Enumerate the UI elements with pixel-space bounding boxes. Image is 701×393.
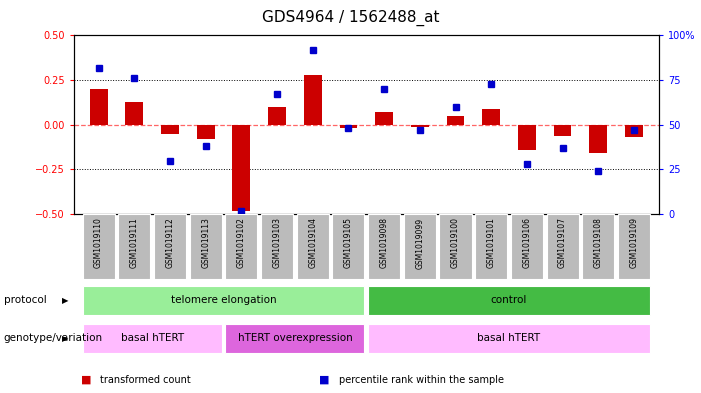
Bar: [304, 75, 322, 125]
Text: GSM1019103: GSM1019103: [273, 217, 282, 268]
Text: percentile rank within the sample: percentile rank within the sample: [339, 375, 503, 385]
Bar: [225, 214, 257, 279]
Bar: [511, 214, 543, 279]
Bar: [368, 324, 650, 353]
Bar: [197, 125, 215, 139]
Bar: [225, 324, 365, 353]
Bar: [125, 101, 143, 125]
Bar: [590, 125, 607, 153]
Bar: [233, 125, 250, 211]
Text: GSM1019099: GSM1019099: [415, 217, 424, 268]
Bar: [339, 125, 358, 129]
Text: control: control: [491, 295, 527, 305]
Text: GSM1019109: GSM1019109: [629, 217, 639, 268]
Bar: [83, 324, 222, 353]
Text: GSM1019108: GSM1019108: [594, 217, 603, 268]
Text: GSM1019107: GSM1019107: [558, 217, 567, 268]
Bar: [83, 214, 115, 279]
Bar: [547, 214, 578, 279]
Bar: [261, 214, 293, 279]
Bar: [332, 214, 365, 279]
Bar: [83, 286, 365, 315]
Text: transformed count: transformed count: [100, 375, 191, 385]
Text: GSM1019098: GSM1019098: [380, 217, 388, 268]
Text: ■: ■: [319, 375, 329, 385]
Text: GDS4964 / 1562488_at: GDS4964 / 1562488_at: [261, 10, 440, 26]
Bar: [482, 109, 500, 125]
Bar: [368, 286, 650, 315]
Text: basal hTERT: basal hTERT: [477, 333, 540, 343]
Bar: [368, 214, 400, 279]
Text: GSM1019113: GSM1019113: [201, 217, 210, 268]
Bar: [90, 89, 107, 125]
Bar: [618, 214, 650, 279]
Text: GSM1019106: GSM1019106: [522, 217, 531, 268]
Text: ▶: ▶: [62, 296, 69, 305]
Bar: [404, 214, 436, 279]
Text: GSM1019101: GSM1019101: [486, 217, 496, 268]
Bar: [475, 214, 508, 279]
Bar: [154, 214, 186, 279]
Text: telomere elongation: telomere elongation: [171, 295, 276, 305]
Bar: [189, 214, 222, 279]
Text: GSM1019100: GSM1019100: [451, 217, 460, 268]
Text: GSM1019105: GSM1019105: [344, 217, 353, 268]
Bar: [554, 125, 571, 136]
Bar: [518, 125, 536, 150]
Text: hTERT overexpression: hTERT overexpression: [238, 333, 353, 343]
Bar: [118, 214, 150, 279]
Text: GSM1019110: GSM1019110: [94, 217, 103, 268]
Text: basal hTERT: basal hTERT: [121, 333, 184, 343]
Bar: [440, 214, 472, 279]
Text: genotype/variation: genotype/variation: [4, 333, 102, 343]
Text: protocol: protocol: [4, 295, 46, 305]
Text: GSM1019104: GSM1019104: [308, 217, 318, 268]
Bar: [161, 125, 179, 134]
Bar: [268, 107, 286, 125]
Bar: [411, 125, 429, 127]
Bar: [583, 214, 614, 279]
Text: GSM1019112: GSM1019112: [165, 217, 175, 268]
Text: ■: ■: [81, 375, 91, 385]
Bar: [375, 112, 393, 125]
Text: GSM1019102: GSM1019102: [237, 217, 246, 268]
Text: ▶: ▶: [62, 334, 69, 343]
Bar: [447, 116, 465, 125]
Bar: [297, 214, 329, 279]
Text: GSM1019111: GSM1019111: [130, 217, 139, 268]
Bar: [625, 125, 643, 137]
